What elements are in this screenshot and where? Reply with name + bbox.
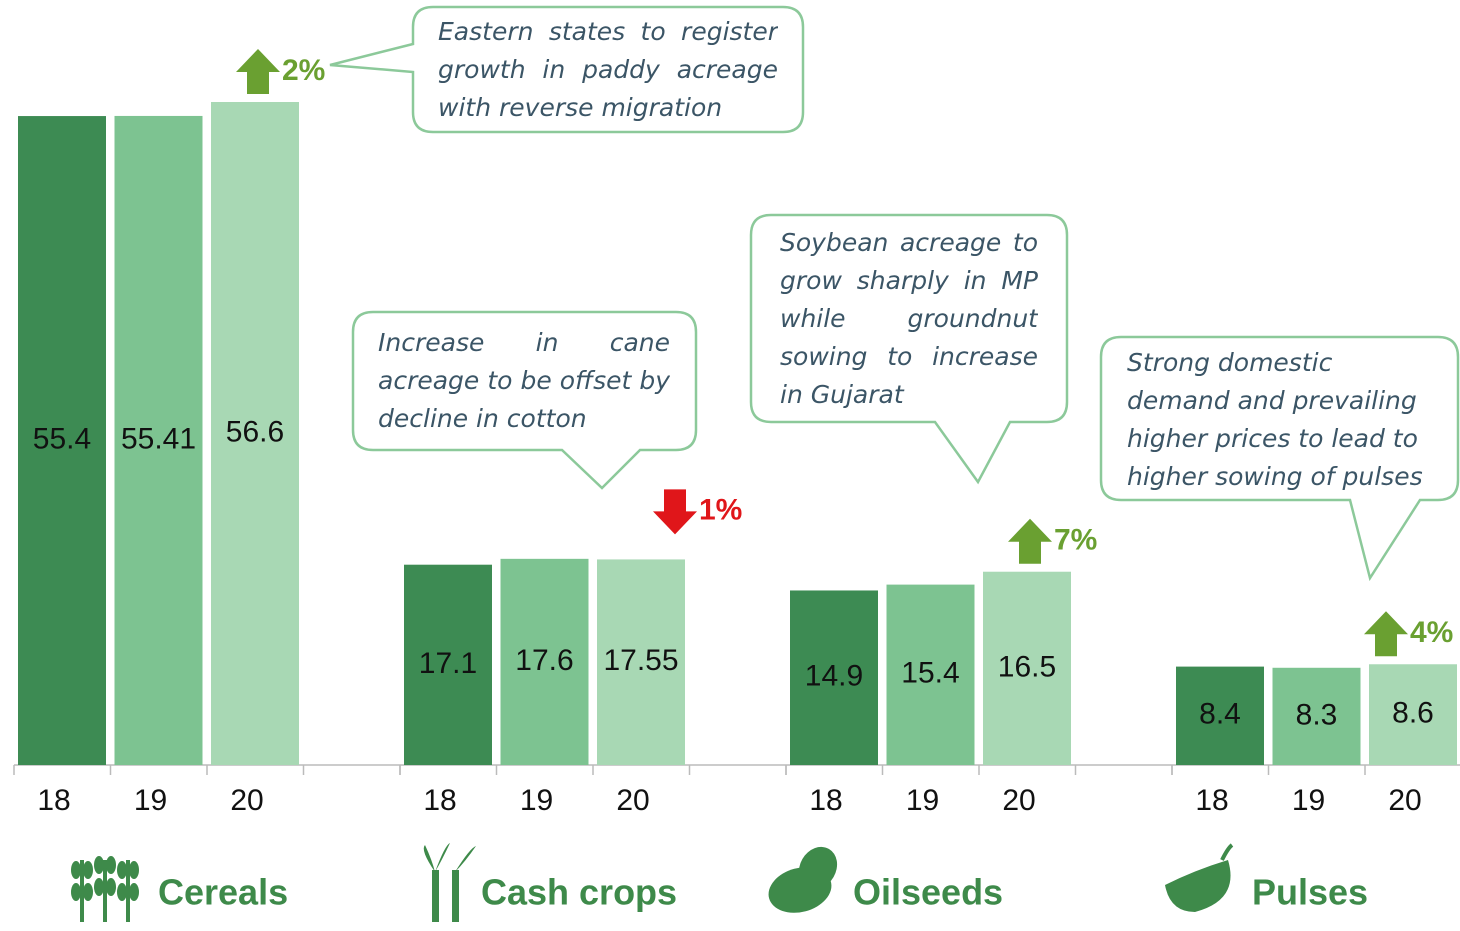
callout: Strong domestic demand and prevailing hi… <box>1127 348 1423 491</box>
change-label: 4% <box>1410 616 1453 649</box>
callout-box <box>749 213 1069 485</box>
cash-crops-icon <box>423 843 476 922</box>
callout: Soybean acreage to grow sharply in MP wh… <box>780 228 1038 409</box>
callout-text: Increase in cane acreage to be offset by… <box>378 328 670 433</box>
x-tick-label: 19 <box>134 784 167 817</box>
bar <box>1272 667 1361 765</box>
bar <box>404 564 492 765</box>
value-label: 15.4 <box>901 657 959 690</box>
bar <box>114 115 203 766</box>
bar <box>790 590 878 765</box>
x-tick-label: 18 <box>37 784 70 817</box>
callout-box <box>329 5 805 134</box>
change-arrow <box>653 489 697 535</box>
value-label: 55.41 <box>121 422 196 455</box>
callout-text: Eastern states to register growth in pad… <box>438 17 778 122</box>
oilseeds-icon <box>768 846 838 913</box>
callout-box <box>351 310 698 490</box>
callout: Eastern states to register growth in pad… <box>438 17 778 122</box>
x-tick-label: 20 <box>1002 784 1035 817</box>
category-label: Cereals <box>158 872 288 913</box>
bar <box>1369 664 1457 765</box>
value-label: 8.4 <box>1199 698 1241 731</box>
change-label: 1% <box>699 493 742 526</box>
value-label: 17.1 <box>419 647 477 680</box>
category-label: Oilseeds <box>853 872 1003 913</box>
x-tick-label: 19 <box>906 784 939 817</box>
x-tick-label: 19 <box>520 784 553 817</box>
bar <box>18 116 106 766</box>
callout-text: Soybean acreage to grow sharply in MP wh… <box>780 228 1038 409</box>
change-arrow <box>1008 518 1052 564</box>
change-label: 2% <box>282 54 325 87</box>
change-label: 7% <box>1054 524 1097 557</box>
cereals-icon <box>71 856 139 922</box>
value-label: 14.9 <box>805 660 863 693</box>
value-label: 17.55 <box>603 644 678 677</box>
bar <box>983 571 1071 765</box>
x-tick-label: 20 <box>1388 784 1421 817</box>
bar <box>211 102 299 765</box>
category-label: Pulses <box>1252 872 1368 913</box>
x-tick-label: 18 <box>809 784 842 817</box>
change-arrow <box>1364 611 1408 657</box>
x-tick-label: 20 <box>230 784 263 817</box>
value-label: 55.4 <box>33 422 91 455</box>
bar <box>1176 666 1264 765</box>
value-label: 16.5 <box>998 650 1056 683</box>
bar <box>886 584 975 765</box>
category-label: Cash crops <box>481 872 677 913</box>
value-label: 17.6 <box>515 644 573 677</box>
callout-text: Strong domestic demand and prevailing hi… <box>1127 348 1423 491</box>
value-label: 8.6 <box>1392 697 1434 730</box>
bar <box>500 558 589 765</box>
value-label: 56.6 <box>226 415 284 448</box>
callout-box <box>1099 335 1460 582</box>
callout: Increase in cane acreage to be offset by… <box>378 328 670 433</box>
x-tick-label: 18 <box>423 784 456 817</box>
x-tick-label: 19 <box>1292 784 1325 817</box>
callouts: Eastern states to register growth in pad… <box>329 5 1460 582</box>
bar <box>597 559 685 765</box>
x-tick-label: 18 <box>1195 784 1228 817</box>
change-arrow <box>236 49 280 94</box>
value-label: 8.3 <box>1296 698 1338 731</box>
icons <box>71 843 1234 922</box>
pulses-icon <box>1165 843 1234 912</box>
x-tick-label: 20 <box>616 784 649 817</box>
